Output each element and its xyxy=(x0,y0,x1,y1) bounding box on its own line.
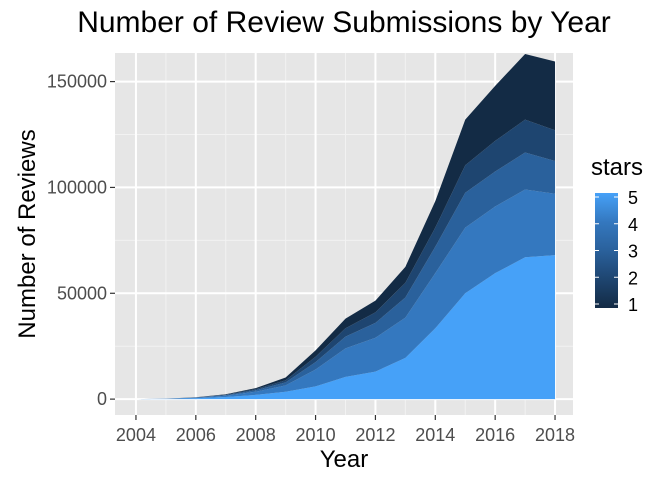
x-tick-label: 2012 xyxy=(355,425,395,445)
x-tick-label: 2010 xyxy=(296,425,336,445)
area-series-3-stars xyxy=(135,152,556,400)
x-axis: 2004 2006 2008 2010 2012 2014 2016 2018 xyxy=(116,415,575,445)
legend-title: stars xyxy=(591,154,643,181)
x-tick-label: 2008 xyxy=(236,425,276,445)
area-series-5-stars xyxy=(135,255,556,400)
x-tick-label: 2018 xyxy=(535,425,575,445)
x-tick-label: 2014 xyxy=(415,425,455,445)
legend-ticks: 5 4 3 2 1 xyxy=(595,188,638,315)
legend-label-4: 4 xyxy=(628,215,638,235)
y-axis: 0 50000 100000 150000 xyxy=(47,72,115,409)
legend-label-3: 3 xyxy=(628,242,638,262)
legend-label-5: 5 xyxy=(628,188,638,208)
area-series-2-stars xyxy=(135,119,556,400)
y-tick-label: 150000 xyxy=(47,72,107,92)
x-tick-label: 2016 xyxy=(475,425,515,445)
legend-label-1: 1 xyxy=(628,295,638,315)
area-series-group xyxy=(135,54,556,400)
legend: stars 5 4 3 2 1 xyxy=(591,154,643,315)
legend-colorbar xyxy=(595,193,618,308)
x-axis-title: Year xyxy=(320,446,369,473)
y-tick-label: 0 xyxy=(97,389,107,409)
legend-label-2: 2 xyxy=(628,268,638,288)
y-tick-label: 100000 xyxy=(47,177,107,197)
y-tick-label: 50000 xyxy=(57,283,107,303)
x-tick-label: 2004 xyxy=(116,425,156,445)
area-series-1-stars xyxy=(135,54,556,400)
x-tick-label: 2006 xyxy=(176,425,216,445)
area-series-4-stars xyxy=(135,189,556,400)
chart-title: Number of Review Submissions by Year xyxy=(77,6,611,39)
y-axis-title: Number of Reviews xyxy=(14,129,41,338)
